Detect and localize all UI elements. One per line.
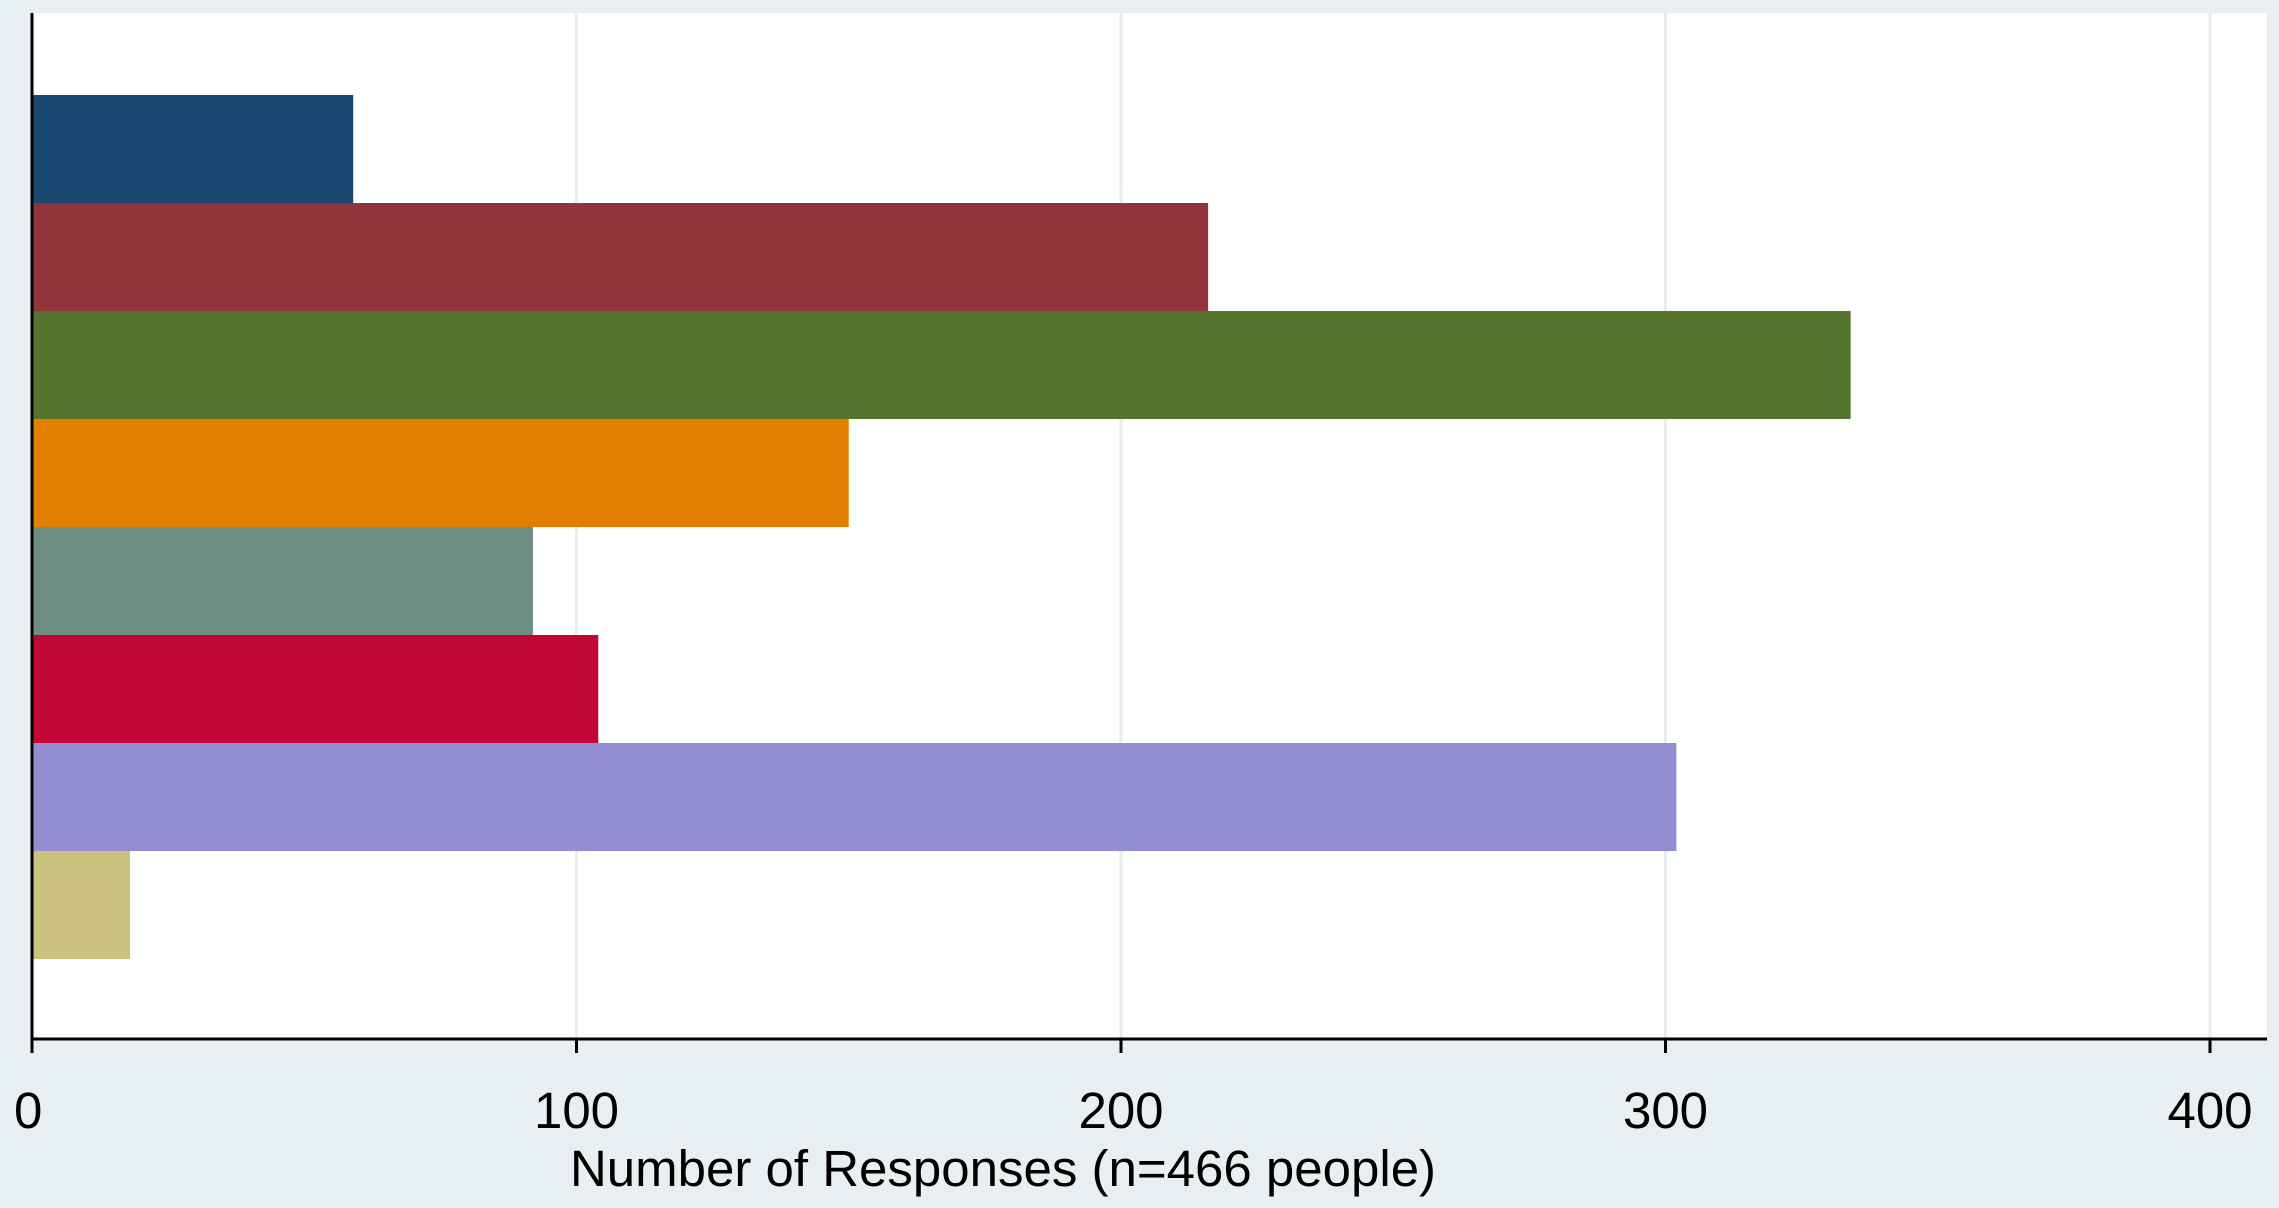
bar-6 bbox=[32, 635, 599, 743]
bar-2 bbox=[32, 203, 1209, 311]
x-tick-label-100: 100 bbox=[534, 1082, 619, 1139]
bar-5 bbox=[32, 527, 533, 635]
x-tick-label-400: 400 bbox=[2167, 1082, 2252, 1139]
bar-1 bbox=[32, 95, 354, 203]
bar-8 bbox=[32, 851, 131, 959]
x-axis-title: Number of Responses (n=466 people) bbox=[570, 1140, 1436, 1197]
x-axis-ticks: 0 100 200 300 400 bbox=[14, 1039, 2253, 1139]
bar-4 bbox=[32, 419, 849, 527]
bar-3 bbox=[32, 311, 1851, 419]
bars bbox=[32, 95, 1851, 959]
x-tick-label-300: 300 bbox=[1623, 1082, 1708, 1139]
x-tick-label-0: 0 bbox=[14, 1082, 42, 1139]
bar-7 bbox=[32, 743, 1677, 851]
x-tick-label-200: 200 bbox=[1078, 1082, 1163, 1139]
gridlines bbox=[575, 13, 2212, 1039]
